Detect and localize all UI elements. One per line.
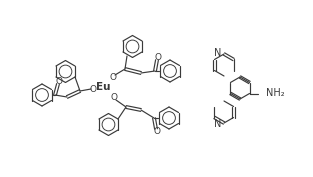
Text: O: O	[153, 127, 161, 136]
Text: O: O	[90, 84, 96, 93]
Text: N: N	[214, 48, 221, 58]
Text: O: O	[55, 78, 63, 87]
Text: Eu: Eu	[96, 82, 110, 92]
Text: NH₂: NH₂	[265, 88, 284, 98]
Text: N: N	[214, 119, 221, 129]
Text: O: O	[110, 73, 116, 81]
Text: O: O	[155, 53, 162, 61]
Text: O: O	[110, 93, 117, 102]
